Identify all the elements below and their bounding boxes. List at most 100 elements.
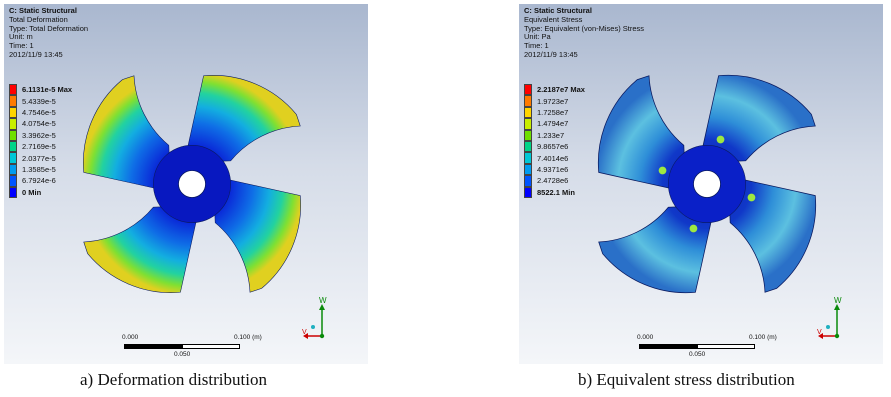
color-legend[interactable]: 2.2187e7 Max 1.9723e7 1.7258e7 1.4794e7 … bbox=[524, 84, 585, 198]
legend-swatch bbox=[524, 152, 532, 164]
legend-row: 2.2187e7 Max bbox=[524, 84, 585, 96]
legend-row: 4.0754e-5 bbox=[9, 118, 72, 130]
result-date: 2012/11/9 13:45 bbox=[524, 49, 578, 59]
legend-label: 2.7169e-5 bbox=[22, 142, 56, 152]
deformation-viewport[interactable]: C: Static Structural Total Deformation T… bbox=[4, 4, 368, 364]
legend-swatch bbox=[524, 106, 532, 119]
legend-swatch bbox=[524, 129, 532, 141]
stress-viewport[interactable]: C: Static Structural Equivalent Stress T… bbox=[519, 4, 883, 364]
w-axis-label: W bbox=[319, 296, 327, 305]
result-name: Equivalent Stress bbox=[524, 14, 583, 24]
legend-label: 4.7546e-5 bbox=[22, 107, 56, 117]
legend-swatch bbox=[9, 186, 17, 198]
legend-label: 3.3962e-5 bbox=[22, 130, 56, 140]
legend-label: 1.233e7 bbox=[537, 130, 565, 140]
legend-row: 4.9371e6 bbox=[524, 163, 585, 176]
scale-right-label: 0.100 (m) bbox=[749, 334, 777, 341]
legend-row: 1.9723e7 bbox=[524, 95, 585, 107]
legend-label: 0 Min bbox=[22, 187, 42, 197]
legend-row: 2.7169e-5 bbox=[9, 140, 72, 153]
impeller-deformation-model[interactable] bbox=[76, 68, 308, 300]
result-unit: Unit: m bbox=[9, 32, 33, 42]
legend-swatch bbox=[524, 163, 532, 176]
legend-swatch bbox=[524, 84, 532, 96]
analysis-title: C: Static Structural bbox=[9, 6, 77, 15]
legend-label: 6.7924e-6 bbox=[22, 176, 56, 186]
legend-row: 2.4728e6 bbox=[524, 175, 585, 187]
legend-label: 2.0377e-5 bbox=[22, 153, 56, 163]
legend-swatch bbox=[9, 140, 17, 153]
legend-row: 2.0377e-5 bbox=[9, 152, 72, 164]
scale-right-label: 0.100 (m) bbox=[234, 334, 262, 341]
color-legend[interactable]: 6.1131e-5 Max 5.4339e-5 4.7546e-5 4.0754… bbox=[9, 84, 72, 198]
legend-swatch bbox=[524, 186, 532, 198]
result-name: Total Deformation bbox=[9, 14, 68, 24]
legend-row: 9.8657e6 bbox=[524, 140, 585, 153]
legend-label: 2.4728e6 bbox=[537, 176, 569, 186]
legend-label: 7.4014e6 bbox=[537, 153, 569, 163]
legend-label: 9.8657e6 bbox=[537, 142, 569, 152]
scale-bar: 0.000 0.100 (m) 0.050 bbox=[122, 334, 282, 360]
legend-swatch bbox=[9, 106, 17, 119]
legend-row: 3.3962e-5 bbox=[9, 129, 72, 141]
legend-swatch bbox=[9, 163, 17, 176]
caption-stress: b) Equivalent stress distribution bbox=[578, 370, 795, 389]
result-date: 2012/11/9 13:45 bbox=[9, 49, 63, 59]
scale-segment bbox=[697, 344, 755, 349]
legend-row: 6.1131e-5 Max bbox=[9, 84, 73, 96]
legend-swatch bbox=[9, 152, 17, 164]
legend-swatch bbox=[9, 95, 17, 107]
scale-segment bbox=[124, 344, 182, 349]
legend-row: 8522.1 Min bbox=[524, 186, 585, 198]
caption-deformation: a) Deformation distribution bbox=[80, 370, 267, 389]
legend-label: 1.3585e-5 bbox=[22, 164, 56, 174]
scale-segment bbox=[182, 344, 240, 349]
analysis-title: C: Static Structural bbox=[524, 6, 592, 15]
axis-triad[interactable]: W V bbox=[302, 294, 362, 354]
legend-row: 1.3585e-5 bbox=[9, 163, 72, 176]
legend-row: 1.233e7 bbox=[524, 129, 585, 141]
legend-row: 1.7258e7 bbox=[524, 106, 585, 119]
legend-row: 4.7546e-5 bbox=[9, 106, 72, 119]
result-type: Type: Total Deformation bbox=[9, 23, 89, 33]
result-type: Type: Equivalent (von-Mises) Stress bbox=[524, 23, 645, 33]
legend-swatch bbox=[9, 129, 17, 141]
scale-segment bbox=[639, 344, 697, 349]
legend-row: 0 Min bbox=[9, 186, 72, 198]
result-unit: Unit: Pa bbox=[524, 32, 551, 42]
legend-label: 1.7258e7 bbox=[537, 107, 569, 117]
legend-swatch bbox=[9, 118, 17, 130]
impeller-blades bbox=[597, 74, 817, 294]
v-axis-label: V bbox=[302, 329, 307, 336]
result-time: Time: 1 bbox=[524, 41, 549, 51]
result-info: C: Static Structural Equivalent Stress T… bbox=[524, 6, 645, 60]
legend-swatch bbox=[524, 118, 532, 130]
legend-row: 6.7924e-6 bbox=[9, 175, 72, 187]
impeller-stress-model[interactable] bbox=[591, 68, 823, 300]
legend-row: 5.4339e-5 bbox=[9, 95, 72, 107]
legend-swatch bbox=[9, 175, 17, 187]
v-axis-label: V bbox=[817, 329, 822, 336]
legend-swatch bbox=[9, 84, 17, 96]
legend-label: 1.4794e7 bbox=[537, 119, 569, 129]
legend-label: 8522.1 Min bbox=[537, 187, 575, 197]
legend-label: 6.1131e-5 Max bbox=[22, 85, 73, 95]
legend-row: 7.4014e6 bbox=[524, 152, 585, 164]
shaft-hole bbox=[693, 170, 721, 198]
legend-swatch bbox=[524, 95, 532, 107]
scale-mid-label: 0.050 bbox=[174, 351, 191, 358]
legend-row: 1.4794e7 bbox=[524, 118, 585, 130]
shaft-hole bbox=[178, 170, 206, 198]
legend-label: 4.0754e-5 bbox=[22, 119, 56, 129]
result-info: C: Static Structural Total Deformation T… bbox=[9, 6, 89, 60]
result-time: Time: 1 bbox=[9, 41, 34, 51]
legend-swatch bbox=[524, 140, 532, 153]
scale-left-label: 0.000 bbox=[122, 334, 139, 341]
legend-label: 4.9371e6 bbox=[537, 164, 569, 174]
scale-bar: 0.000 0.100 (m) 0.050 bbox=[637, 334, 797, 360]
legend-label: 1.9723e7 bbox=[537, 96, 569, 106]
w-axis-label: W bbox=[834, 296, 842, 305]
axis-triad[interactable]: W V bbox=[817, 294, 877, 354]
legend-label: 2.2187e7 Max bbox=[537, 85, 585, 95]
legend-swatch bbox=[524, 175, 532, 187]
